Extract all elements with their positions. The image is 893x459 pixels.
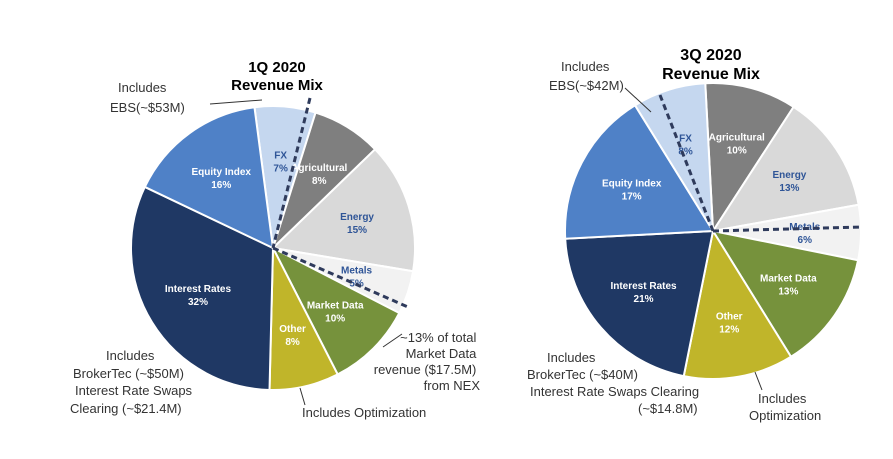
slice-label-agricultural: Agricultural 8%: [291, 163, 347, 187]
pie-slice-market-data: [270, 245, 401, 376]
annotation-brokertec: Includes BrokerTec (~$50M) Interest Rate…: [70, 348, 196, 416]
fx-boundary-dashed-line: [658, 94, 715, 232]
chart-title-line1: 1Q 2020: [248, 59, 306, 76]
annotation-nex-leader: [382, 333, 403, 348]
slice-label-interest-rates: Interest Rates 21%: [610, 281, 677, 305]
annotation-optimization: Includes Optimization: [302, 405, 426, 420]
annotation-optimization-leader: [299, 387, 306, 406]
slice-label-market-data: Market Data 10%: [307, 300, 364, 324]
annotation-ebs-leader: [624, 87, 652, 113]
slice-label-market-data: Market Data 13%: [760, 273, 817, 297]
slice-label-other: Other 8%: [279, 324, 306, 348]
pie-slice-equity-index: [564, 103, 715, 240]
slice-label-interest-rates: Interest Rates 32%: [165, 284, 232, 308]
pie-slice-interest-rates: [130, 185, 275, 391]
pie-slice-energy: [270, 147, 416, 273]
fx-boundary-dashed-line: [271, 97, 312, 249]
annotation-ebs-leader: [209, 99, 263, 105]
pie-slice-fx: [633, 82, 714, 232]
slice-label-energy: Energy 13%: [772, 170, 806, 194]
slice-label-agricultural: Agricultural 10%: [709, 132, 765, 156]
slice-label-equity-index: Equity Index 17%: [602, 178, 662, 202]
pie-slice-market-data: [710, 229, 860, 359]
chart-title-line2: Revenue Mix: [662, 66, 760, 83]
pie-slice-energy: [710, 105, 860, 233]
annotation-ebs: Includes EBS(~$53M): [110, 80, 185, 115]
slice-label-fx: FX 8%: [678, 133, 693, 157]
pie-slice-agricultural: [704, 82, 795, 235]
chart-title-line2: Revenue Mix: [231, 77, 323, 94]
pie-slice-equity-index: [143, 106, 275, 250]
annotation-ebs: Includes EBS(~$42M): [549, 59, 624, 93]
annotation-brokertec: Includes BrokerTec (~$40M) Interest Rate…: [527, 350, 703, 416]
market-data-boundary-dashed-line: [712, 225, 863, 233]
annotation-optimization: Includes Optimization: [749, 391, 821, 423]
slice-label-equity-index: Equity Index 16%: [192, 167, 252, 191]
chart-title-line1: 3Q 2020: [680, 47, 741, 64]
slice-label-other: Other 12%: [716, 311, 743, 335]
pie-chart-3q-2020: 3Q 2020 Revenue Mix Agricultural 10% Energ…: [527, 47, 863, 423]
pie-chart-1q-2020: 1Q 2020 Revenue Mix FX 7% Agricultural 8% En…: [70, 59, 480, 420]
annotation-optimization-leader: [754, 371, 763, 391]
slice-label-energy: Energy 15%: [340, 212, 374, 236]
slice-label-fx: FX 7%: [273, 150, 288, 174]
pie-slice-interest-rates: [564, 229, 715, 378]
nex-boundary-dashed-line: [272, 246, 409, 309]
pie-slice-other: [682, 228, 793, 380]
annotation-nex: ~13% of total Market Data revenue ($17.5…: [374, 330, 481, 393]
